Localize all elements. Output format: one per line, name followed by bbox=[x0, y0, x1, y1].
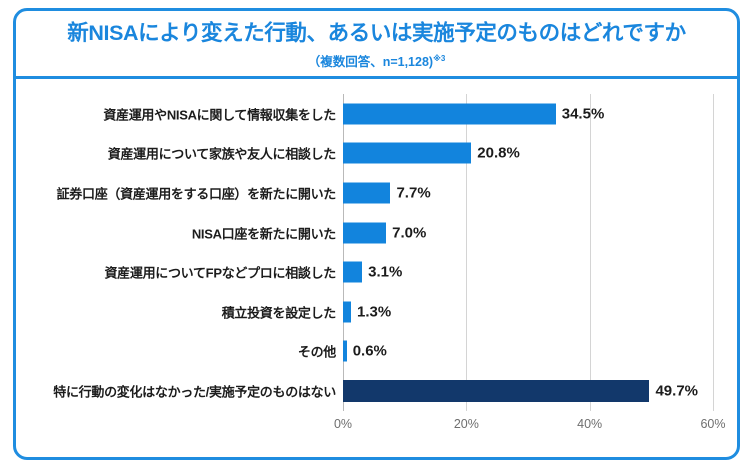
bar bbox=[343, 379, 650, 402]
bar bbox=[343, 222, 387, 244]
x-tick-label: 0% bbox=[333, 417, 353, 431]
bar-value-label: 3.1% bbox=[368, 263, 403, 281]
bar-value-label: 49.7% bbox=[655, 382, 699, 400]
category-label: 特に行動の変化はなかった/実施予定のものはない bbox=[53, 384, 336, 400]
bar bbox=[343, 142, 472, 164]
bar-row: 証券口座（資産運用をする口座）を新たに開いた 7.7% bbox=[16, 173, 737, 213]
category-label: 資産運用やNISAに関して情報収集をした bbox=[103, 107, 336, 123]
bar-value-label: 34.5% bbox=[561, 105, 605, 123]
bar-track: 資産運用やNISAに関して情報収集をした 34.5% bbox=[103, 94, 713, 134]
bar-row: 資産運用についてFPなどプロに相談した 3.1% bbox=[16, 252, 737, 292]
x-axis: 0% 20% 40% 60% bbox=[16, 413, 737, 443]
plot-area: 資産運用やNISAに関して情報収集をした 34.5% 資産運用について家族や友人に相… bbox=[16, 82, 737, 460]
bar-row: 積立投資を設定した 1.3% bbox=[16, 292, 737, 332]
bar-track: 特に行動の変化はなかった/実施予定のものはない 49.7% bbox=[53, 371, 713, 411]
bar bbox=[343, 182, 391, 204]
bar bbox=[343, 340, 347, 362]
category-label: 資産運用についてFPなどプロに相談した bbox=[104, 265, 336, 281]
gridline-60% bbox=[713, 94, 714, 411]
bar-track: 資産運用について家族や友人に相談した 20.8% bbox=[108, 134, 713, 174]
bar-track: 積立投資を設定した 1.3% bbox=[222, 292, 713, 332]
category-label: 資産運用について家族や友人に相談した bbox=[107, 146, 337, 162]
gridline-0% bbox=[343, 94, 344, 411]
bar-value-label: 20.8% bbox=[477, 144, 520, 162]
x-tick-label: 60% bbox=[700, 417, 726, 431]
bar bbox=[343, 261, 363, 283]
bar-row: その他 0.6% bbox=[16, 332, 737, 372]
category-label: NISA口座を新たに開いた bbox=[191, 226, 336, 242]
bar-value-label: 0.6% bbox=[352, 342, 387, 360]
bar-value-label: 1.3% bbox=[357, 303, 392, 321]
bar-row: 資産運用やNISAに関して情報収集をした 34.5% bbox=[16, 94, 737, 134]
bar-track: NISA口座を新たに開いた 7.0% bbox=[192, 213, 713, 253]
bar-rows: 資産運用やNISAに関して情報収集をした 34.5% 資産運用について家族や友人に相… bbox=[16, 94, 737, 411]
x-tick-label: 20% bbox=[453, 417, 479, 431]
category-label: 積立投資を設定した bbox=[221, 305, 337, 321]
subtitle-text: （複数回答、n=1,128) bbox=[307, 54, 434, 69]
chart-card: 新NISAにより変えた行動、あるいは実施予定のものはどれですか （複数回答、n=… bbox=[13, 8, 740, 460]
bar-value-label: 7.0% bbox=[392, 224, 427, 242]
chart-header: 新NISAにより変えた行動、あるいは実施予定のものはどれですか （複数回答、n=… bbox=[16, 11, 737, 79]
subtitle-footnote-marker: ※3 bbox=[433, 53, 446, 63]
gridline-40% bbox=[589, 94, 591, 411]
bar-value-label: 7.7% bbox=[396, 184, 431, 202]
bar-track: 資産運用についてFPなどプロに相談した 3.1% bbox=[104, 252, 713, 292]
bar-row: 資産運用について家族や友人に相談した 20.8% bbox=[16, 134, 737, 174]
bar bbox=[343, 301, 352, 323]
bar-track: その他 0.6% bbox=[298, 332, 713, 372]
chart-subtitle: （複数回答、n=1,128)※3 bbox=[16, 47, 737, 70]
page-title: 新NISAにより変えた行動、あるいは実施予定のものはどれですか bbox=[67, 21, 686, 45]
bar bbox=[343, 103, 556, 125]
gridline-20% bbox=[466, 94, 468, 411]
bar-row: 特に行動の変化はなかった/実施予定のものはない 49.7% bbox=[16, 371, 737, 411]
category-label: 証券口座（資産運用をする口座）を新たに開いた bbox=[56, 186, 337, 202]
category-label: その他 bbox=[297, 344, 336, 360]
x-tick-label: 40% bbox=[577, 417, 603, 431]
bar-row: NISA口座を新たに開いた 7.0% bbox=[16, 213, 737, 253]
bar-track: 証券口座（資産運用をする口座）を新たに開いた 7.7% bbox=[57, 173, 713, 213]
